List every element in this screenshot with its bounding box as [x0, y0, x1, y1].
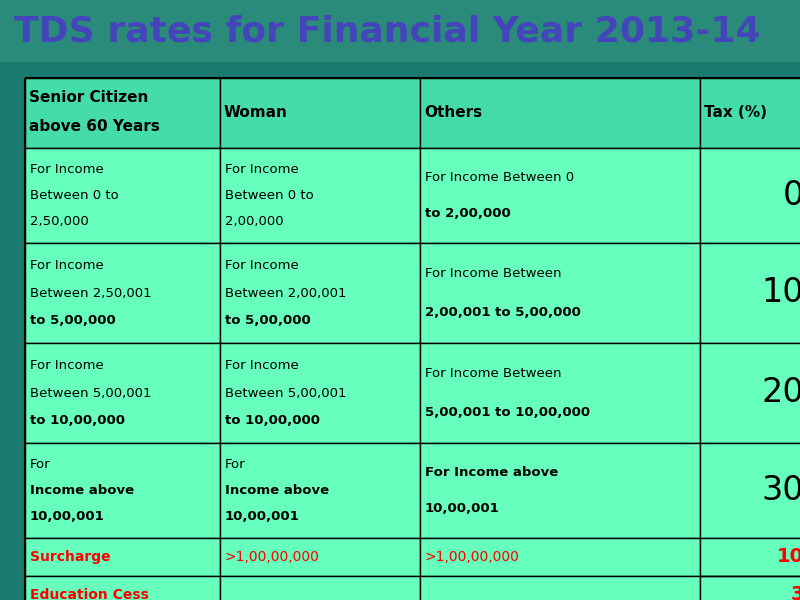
Text: 20: 20 [762, 377, 800, 409]
Text: to 10,00,000: to 10,00,000 [30, 414, 125, 427]
Text: Tax (%): Tax (%) [704, 105, 767, 120]
Bar [25, 78, 220, 148]
Bar [420, 78, 700, 148]
Text: For Income: For Income [225, 259, 298, 272]
Text: 3: 3 [790, 586, 800, 600]
Text: Between 2,50,001: Between 2,50,001 [30, 286, 152, 299]
Text: 10,00,001: 10,00,001 [225, 511, 300, 523]
Text: For: For [225, 458, 246, 470]
Bar [220, 443, 420, 538]
Bar [220, 576, 420, 600]
Bar [420, 343, 700, 443]
Text: Between 0 to: Between 0 to [30, 189, 118, 202]
Bar [220, 148, 420, 243]
Text: 10,00,001: 10,00,001 [425, 502, 500, 515]
Bar [25, 443, 220, 538]
Text: For Income: For Income [225, 359, 298, 372]
Text: Income above: Income above [30, 484, 134, 497]
Text: 5,00,001 to 10,00,000: 5,00,001 to 10,00,000 [425, 406, 590, 419]
Text: to 5,00,000: to 5,00,000 [225, 314, 310, 327]
Text: Others: Others [424, 105, 482, 120]
Text: For Income: For Income [30, 259, 104, 272]
Text: 10: 10 [762, 277, 800, 310]
Text: 2,50,000: 2,50,000 [30, 215, 89, 229]
Text: For Income: For Income [30, 163, 104, 176]
Text: Between 2,00,001: Between 2,00,001 [225, 286, 346, 299]
Bar [0, 0, 800, 62]
Bar [420, 148, 700, 243]
Bar [25, 243, 220, 343]
Text: TDS rates for Financial Year 2013-14: TDS rates for Financial Year 2013-14 [14, 14, 761, 48]
Bar [25, 78, 800, 600]
Text: >1,00,00,000: >1,00,00,000 [225, 550, 320, 564]
Text: 0: 0 [782, 179, 800, 212]
Bar [700, 243, 800, 343]
Text: above 60 Years: above 60 Years [29, 119, 160, 134]
Text: >1,00,00,000: >1,00,00,000 [425, 550, 520, 564]
Text: For Income: For Income [30, 359, 104, 372]
Bar [220, 243, 420, 343]
Text: to 2,00,000: to 2,00,000 [425, 207, 510, 220]
Text: Woman: Woman [224, 105, 288, 120]
Bar [420, 576, 700, 600]
Text: For: For [30, 458, 50, 470]
Bar [700, 343, 800, 443]
Text: to 5,00,000: to 5,00,000 [30, 314, 116, 327]
Text: Between 0 to: Between 0 to [225, 189, 314, 202]
Text: For Income Between 0: For Income Between 0 [425, 171, 574, 184]
Bar [25, 148, 220, 243]
Bar [420, 538, 700, 576]
Text: Between 5,00,001: Between 5,00,001 [225, 386, 346, 400]
Text: Income above: Income above [225, 484, 329, 497]
Bar [700, 78, 800, 148]
Bar [25, 538, 220, 576]
Text: Education Cess: Education Cess [30, 588, 149, 600]
Bar [700, 443, 800, 538]
Text: 2,00,000: 2,00,000 [225, 215, 284, 229]
Text: 30: 30 [762, 474, 800, 507]
Text: Between 5,00,001: Between 5,00,001 [30, 386, 151, 400]
Text: 10,00,001: 10,00,001 [30, 511, 105, 523]
Bar [420, 443, 700, 538]
Bar [25, 576, 220, 600]
Bar [220, 343, 420, 443]
Bar [220, 78, 420, 148]
Text: For Income Between: For Income Between [425, 367, 562, 380]
Bar [700, 538, 800, 576]
Bar [700, 148, 800, 243]
Bar [220, 538, 420, 576]
Text: For Income Between: For Income Between [425, 267, 562, 280]
Bar [25, 343, 220, 443]
Text: to 10,00,000: to 10,00,000 [225, 414, 320, 427]
Text: 10: 10 [777, 547, 800, 566]
Text: Senior Citizen: Senior Citizen [29, 90, 148, 105]
Bar [700, 576, 800, 600]
Bar [420, 243, 700, 343]
Text: Surcharge: Surcharge [30, 550, 110, 564]
Text: For Income: For Income [225, 163, 298, 176]
Text: For Income above: For Income above [425, 466, 558, 479]
Text: 2,00,001 to 5,00,000: 2,00,001 to 5,00,000 [425, 306, 581, 319]
